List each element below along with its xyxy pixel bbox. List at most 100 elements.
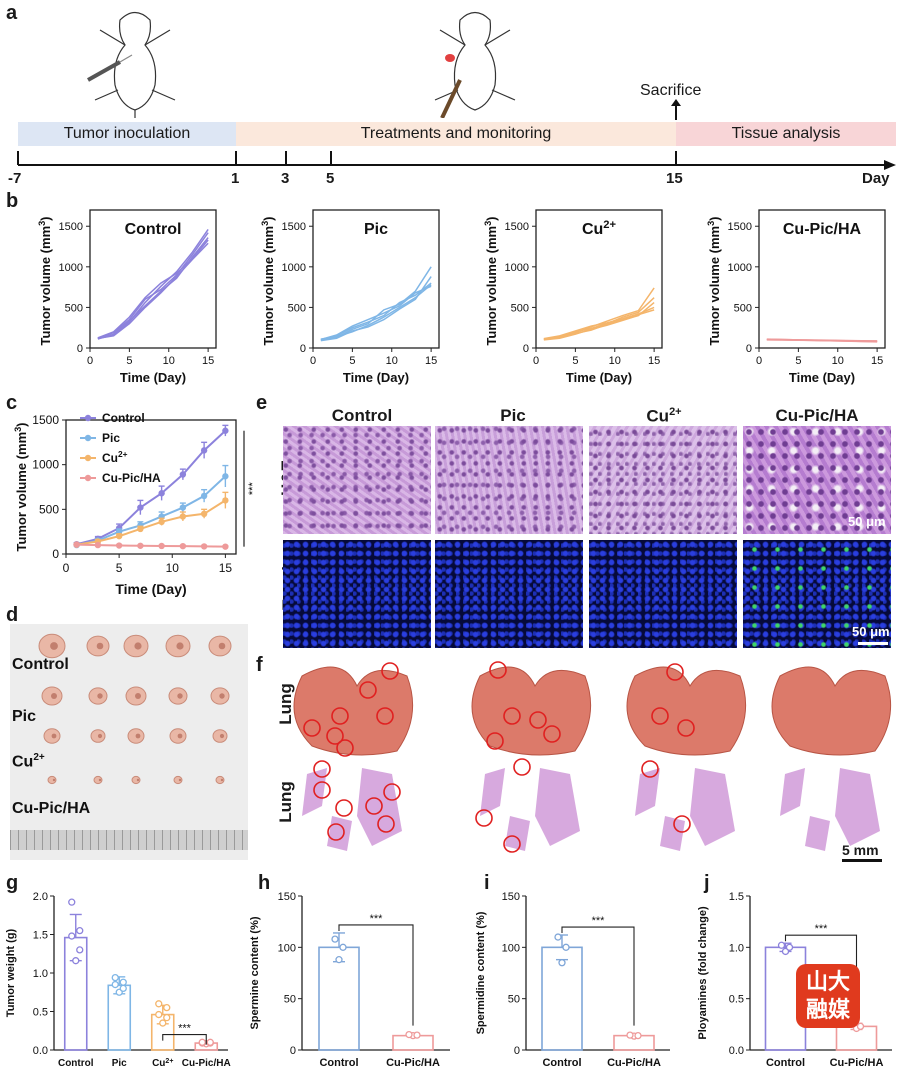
c-data-point — [200, 543, 208, 550]
b-pic-series-line — [320, 282, 432, 342]
b-pic-xtick-label: 0 — [310, 355, 316, 367]
b-pic-xtick-label: 15 — [425, 355, 437, 367]
c-legend-label: Pic — [102, 431, 120, 445]
tumor-label-cupic: Cu-Pic/HA — [12, 800, 91, 817]
g-data-point — [155, 1010, 163, 1019]
c-data-point — [200, 510, 208, 517]
tumor-specimen-core — [136, 778, 140, 782]
b-cupic-xtick-label: 0 — [756, 355, 762, 367]
metastasis-marker — [326, 727, 344, 745]
he-image-cu — [589, 426, 737, 534]
tumor-specimen-core — [178, 778, 182, 782]
c-series-line — [76, 475, 227, 547]
h-ylabel: Spermine content (%) — [249, 916, 261, 1029]
lung-section-lobe — [357, 768, 402, 846]
b-pic-frame — [312, 209, 440, 349]
g-bar — [150, 1013, 175, 1051]
i-data-point — [626, 1031, 634, 1039]
b-cu-series-line — [543, 309, 655, 340]
col-label-pic: Pic — [500, 406, 526, 425]
b-cu-ytick-label: 500 — [511, 302, 529, 314]
g-data-point — [68, 932, 76, 940]
c-data-point — [94, 541, 102, 549]
g-data-point — [163, 1014, 171, 1022]
h-data-point — [331, 935, 339, 943]
c-ylabel: Tumor volume (mm3) — [13, 422, 29, 551]
i-data-point — [554, 933, 562, 941]
j-category-label: Cu-Pic/HA — [830, 1057, 884, 1069]
metastasis-marker — [365, 797, 383, 815]
b-pic-ytick-label: 500 — [288, 302, 306, 314]
b-cu-xtick-label: 10 — [609, 355, 621, 367]
g-data-point — [68, 898, 76, 906]
ruler — [10, 830, 248, 850]
i-significance-bracket — [561, 926, 635, 1026]
i-ytick-label: 50 — [508, 994, 520, 1006]
tumor-specimen-core — [219, 733, 225, 739]
timeline-axis-label: Day — [862, 170, 890, 187]
b-cupic-title: Cu-Pic/HA — [783, 221, 862, 238]
tumor-specimen-core — [51, 733, 57, 739]
b-pic-xtick-label: 10 — [386, 355, 398, 367]
c-ytick-label: 0 — [52, 547, 59, 561]
c-data-point — [200, 492, 208, 500]
tick-day-3: 3 — [281, 170, 290, 187]
b-control-series-line — [97, 232, 209, 339]
lung-images — [293, 661, 892, 853]
h-category-label: Control — [319, 1057, 358, 1069]
metastasis-marker — [313, 781, 331, 799]
metastasis-marker — [666, 663, 684, 681]
c-data-point — [158, 542, 165, 550]
b-control-xlabel: Time (Day) — [120, 370, 186, 385]
b-control-ytick-label: 0 — [77, 343, 83, 355]
tumor-specimen-core — [97, 693, 103, 699]
b-cupic-frame — [758, 209, 886, 349]
g-significance-label: *** — [178, 1023, 192, 1035]
g-data-point — [119, 978, 127, 986]
g-data-point — [155, 1000, 163, 1008]
j-category-label: Control — [766, 1057, 805, 1069]
g-data-point — [76, 927, 84, 935]
h-data-point — [413, 1031, 421, 1039]
tumor-label-control: Control — [12, 656, 69, 673]
b-cupic-series-line — [766, 338, 878, 343]
lung-section-lobe — [635, 768, 660, 816]
sacrifice-arrow-icon — [671, 99, 681, 120]
h-category-label: Cu-Pic/HA — [386, 1057, 440, 1069]
h-data-point — [339, 943, 347, 951]
metastasis-marker — [377, 815, 395, 833]
tumor-specimen-core — [98, 778, 102, 782]
b-pic-xtick-label: 5 — [349, 355, 355, 367]
b-control-ytick-label: 500 — [65, 302, 83, 314]
metastasis-marker — [303, 719, 321, 737]
tumor-label-cu: Cu2+ — [12, 752, 45, 771]
h-significance-label: *** — [370, 913, 384, 925]
mouse-tumor-illustration — [434, 11, 516, 118]
g-bar — [63, 936, 88, 1051]
lung-scale-bar — [842, 859, 882, 862]
b-pic-ytick-label: 1500 — [282, 221, 306, 233]
tumor-photo-specimens — [38, 633, 232, 785]
h-ytick-label: 150 — [278, 891, 296, 903]
metastasis-marker — [651, 707, 669, 725]
tumor-specimen — [93, 775, 103, 785]
b-cupic-xtick-label: 10 — [832, 355, 844, 367]
i-data-point — [562, 943, 570, 951]
tumor-specimen-core — [135, 733, 141, 739]
c-data-point — [137, 525, 144, 533]
b-control-ytick-label: 1500 — [59, 221, 83, 233]
c-legend-marker — [84, 414, 92, 422]
panel-label-a: a — [6, 2, 18, 24]
panel-label-j: j — [704, 872, 710, 894]
phase-treatment: Treatments and monitoring — [236, 122, 676, 146]
c-data-point — [179, 542, 187, 550]
c-data-point — [73, 541, 80, 548]
lung-gross-specimen — [626, 666, 747, 756]
lung-section-lobe — [660, 816, 685, 851]
b-control-xtick-label: 5 — [126, 355, 132, 367]
he-image-control — [283, 426, 431, 534]
metastasis-marker — [513, 758, 531, 776]
metastasis-marker — [336, 739, 354, 757]
c-series-line — [76, 429, 227, 546]
i-ytick-label: 150 — [502, 891, 520, 903]
